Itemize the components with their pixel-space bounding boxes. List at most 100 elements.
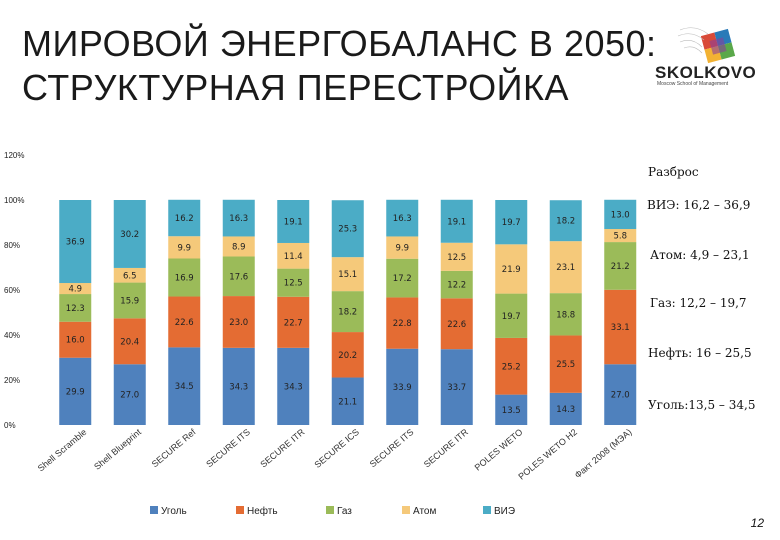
data-label: 20.2: [338, 351, 357, 361]
bar-segment: [604, 289, 637, 365]
bar-segment: [59, 357, 92, 425]
bar-segment: [113, 364, 146, 425]
bar-segment: [386, 348, 419, 425]
data-label: 27.0: [611, 391, 630, 401]
data-label: 16.9: [175, 274, 194, 284]
bar-segment: [222, 347, 255, 425]
data-label: 9.9: [177, 243, 191, 253]
bar-segment: [549, 293, 582, 336]
data-label: 13.0: [611, 210, 630, 220]
bar-segment: [59, 283, 92, 295]
bar-segment: [495, 293, 528, 338]
bar-segment: [277, 268, 310, 297]
x-tick-label: Shell Blueprint: [92, 427, 143, 472]
legend-label: ВИЭ: [494, 506, 515, 517]
data-label: 25.5: [556, 360, 575, 370]
legend-label: Атом: [413, 506, 436, 517]
note-gas: Газ: 12,2 – 19,7: [650, 296, 747, 310]
y-tick-label: 20%: [4, 376, 20, 385]
legend-swatch: [402, 506, 410, 514]
bar-segment: [386, 258, 419, 298]
data-label: 15.1: [338, 270, 357, 280]
bar-segment: [168, 347, 201, 425]
data-label: 22.8: [393, 319, 412, 329]
data-label: 12.3: [66, 304, 85, 314]
data-label: 8.9: [232, 242, 246, 252]
data-label: 17.6: [229, 272, 248, 282]
y-tick-label: 0%: [4, 421, 16, 430]
bar-segment: [59, 294, 92, 322]
bar-segment: [113, 282, 146, 319]
bar-segment: [604, 242, 637, 290]
data-label: 19.7: [502, 312, 521, 322]
bar-segment: [386, 199, 419, 237]
logo-name: SKOLKOVO: [655, 63, 757, 82]
x-tick-label: POLES WETO: [473, 427, 525, 473]
bar-segment: [549, 392, 582, 425]
bar-segment: [168, 199, 201, 237]
bar-segment: [604, 199, 637, 230]
bar-segment: [549, 335, 582, 393]
data-label: 20.4: [120, 337, 139, 347]
bar-segment: [113, 318, 146, 365]
bar-segment: [440, 242, 473, 271]
data-label: 25.3: [338, 225, 357, 235]
legend-label: Нефть: [247, 505, 278, 517]
bar-segment: [331, 332, 364, 378]
data-label: 12.2: [447, 281, 466, 291]
bar-segment: [277, 347, 310, 425]
bar-segment: [440, 270, 473, 299]
note-renewables: ВИЭ: 16,2 – 36,9: [647, 198, 751, 212]
y-tick-label: 120%: [4, 151, 24, 160]
logo-subtitle: Moscow School of Management: [657, 81, 729, 87]
data-label: 15.9: [120, 296, 139, 306]
data-label: 33.7: [447, 383, 466, 393]
title-line-2: СТРУКТУРНАЯ ПЕРЕСТРОЙКА: [22, 67, 570, 108]
bar-segment: [440, 349, 473, 425]
note-coal: Уголь:13,5 – 34,5: [648, 398, 756, 412]
x-tick-label: SECURE ITS: [204, 427, 252, 469]
bar-segment: [113, 200, 146, 268]
data-label: 4.9: [68, 285, 82, 295]
bar-segment: [331, 377, 364, 425]
legend-label: Газ: [337, 506, 352, 517]
y-tick-label: 60%: [4, 286, 20, 295]
legend-swatch: [236, 506, 244, 514]
bar-segment: [222, 199, 255, 237]
y-tick-label: 100%: [4, 196, 24, 205]
bar-segment: [59, 200, 92, 284]
data-label: 17.2: [393, 274, 412, 284]
data-label: 27.0: [120, 391, 139, 401]
legend-swatch: [483, 506, 491, 514]
data-label: 36.9: [66, 238, 85, 248]
page-number: 12: [750, 516, 764, 530]
bar-segment: [277, 200, 310, 243]
data-label: 21.1: [338, 397, 357, 407]
data-label: 5.8: [613, 232, 627, 242]
data-label: 23.1: [556, 263, 575, 273]
bar-segment: [331, 257, 364, 292]
bar-segment: [222, 296, 255, 348]
data-label: 19.1: [284, 217, 303, 227]
data-label: 11.4: [284, 252, 303, 262]
x-tick-label: SECURE ICS: [312, 427, 361, 470]
skolkovo-logo-icon: [677, 27, 736, 64]
bar-segment: [386, 297, 419, 349]
bar-segment: [331, 291, 364, 333]
legend-swatch: [326, 506, 334, 514]
data-label: 18.2: [556, 217, 575, 227]
data-label: 22.7: [284, 318, 303, 328]
bar-segment: [168, 258, 201, 297]
data-label: 22.6: [447, 320, 466, 330]
data-label: 6.5: [123, 271, 137, 281]
bar-segment: [604, 229, 637, 243]
x-tick-label: SECURE Ref: [150, 427, 198, 470]
data-label: 25.2: [502, 362, 521, 372]
data-label: 34.3: [229, 382, 248, 392]
note-spread-title: Разброс: [648, 165, 699, 179]
legend-swatch: [150, 506, 158, 514]
note-nuclear: Атом: 4,9 – 23,1: [650, 248, 750, 262]
data-label: 9.9: [395, 244, 409, 254]
bar-segment: [495, 244, 528, 294]
